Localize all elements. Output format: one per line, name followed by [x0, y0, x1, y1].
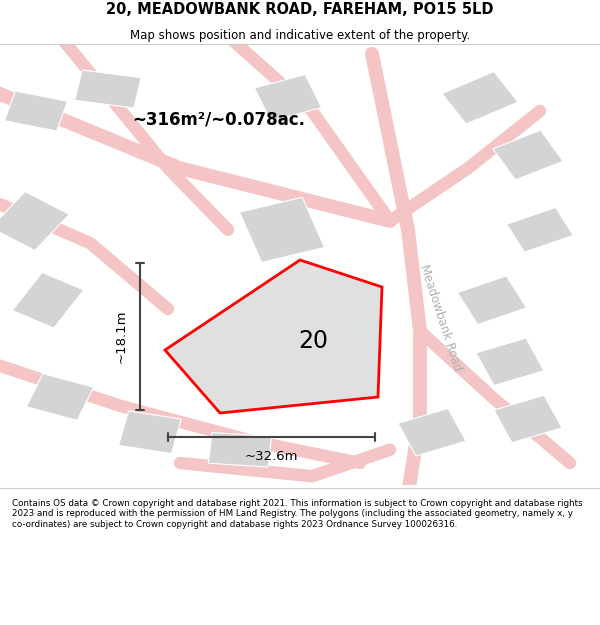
Polygon shape — [254, 74, 322, 121]
Text: ~18.1m: ~18.1m — [115, 310, 128, 363]
Text: ~316m²/~0.078ac.: ~316m²/~0.078ac. — [132, 111, 305, 129]
Polygon shape — [26, 374, 94, 420]
Polygon shape — [165, 260, 382, 413]
Polygon shape — [75, 70, 141, 108]
Polygon shape — [494, 395, 562, 442]
Polygon shape — [506, 208, 574, 252]
Text: 20, MEADOWBANK ROAD, FAREHAM, PO15 5LD: 20, MEADOWBANK ROAD, FAREHAM, PO15 5LD — [106, 2, 494, 18]
Text: Meadowbank Road: Meadowbank Road — [418, 263, 464, 372]
Text: Map shows position and indicative extent of the property.: Map shows position and indicative extent… — [130, 29, 470, 42]
Polygon shape — [119, 411, 181, 454]
Text: ~32.6m: ~32.6m — [245, 450, 298, 463]
Polygon shape — [0, 192, 70, 251]
Polygon shape — [493, 130, 563, 180]
Text: 20: 20 — [298, 329, 328, 353]
Text: Contains OS data © Crown copyright and database right 2021. This information is : Contains OS data © Crown copyright and d… — [12, 499, 583, 529]
Polygon shape — [476, 338, 544, 386]
Polygon shape — [239, 198, 325, 262]
Polygon shape — [457, 276, 527, 324]
Polygon shape — [208, 432, 272, 467]
Polygon shape — [398, 409, 466, 456]
Polygon shape — [4, 91, 68, 131]
Polygon shape — [12, 272, 84, 328]
Polygon shape — [442, 71, 518, 124]
